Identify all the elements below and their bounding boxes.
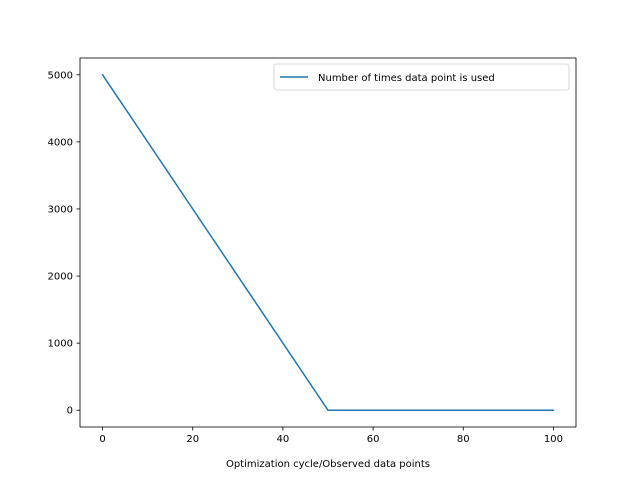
- x-tick-label: 60: [367, 434, 380, 445]
- y-axis: 0 1000 2000 3000 4000 5000: [48, 70, 80, 417]
- x-tick-label: 20: [186, 434, 199, 445]
- x-tick-label: 100: [544, 434, 563, 445]
- legend: Number of times data point is used: [273, 63, 570, 91]
- plot-area: [79, 57, 577, 428]
- axes-frame: [79, 57, 577, 428]
- y-tick-label: 3000: [48, 204, 73, 215]
- x-tick-label: 0: [99, 434, 105, 445]
- x-tick-label: 40: [277, 434, 290, 445]
- legend-label: Number of times data point is used: [318, 73, 495, 84]
- x-axis-title: Optimization cycle/Observed data points: [226, 459, 430, 470]
- y-tick-label: 1000: [48, 339, 73, 350]
- y-tick-label: 4000: [48, 137, 73, 148]
- y-tick-label: 0: [67, 406, 73, 417]
- y-tick-label: 5000: [48, 70, 73, 81]
- x-axis: 0 20 40 60 80 100: [99, 427, 563, 445]
- series-line-0: [101, 73, 555, 411]
- x-tick-label: 80: [457, 434, 470, 445]
- legend-box: [273, 63, 570, 91]
- y-tick-label: 2000: [48, 272, 73, 283]
